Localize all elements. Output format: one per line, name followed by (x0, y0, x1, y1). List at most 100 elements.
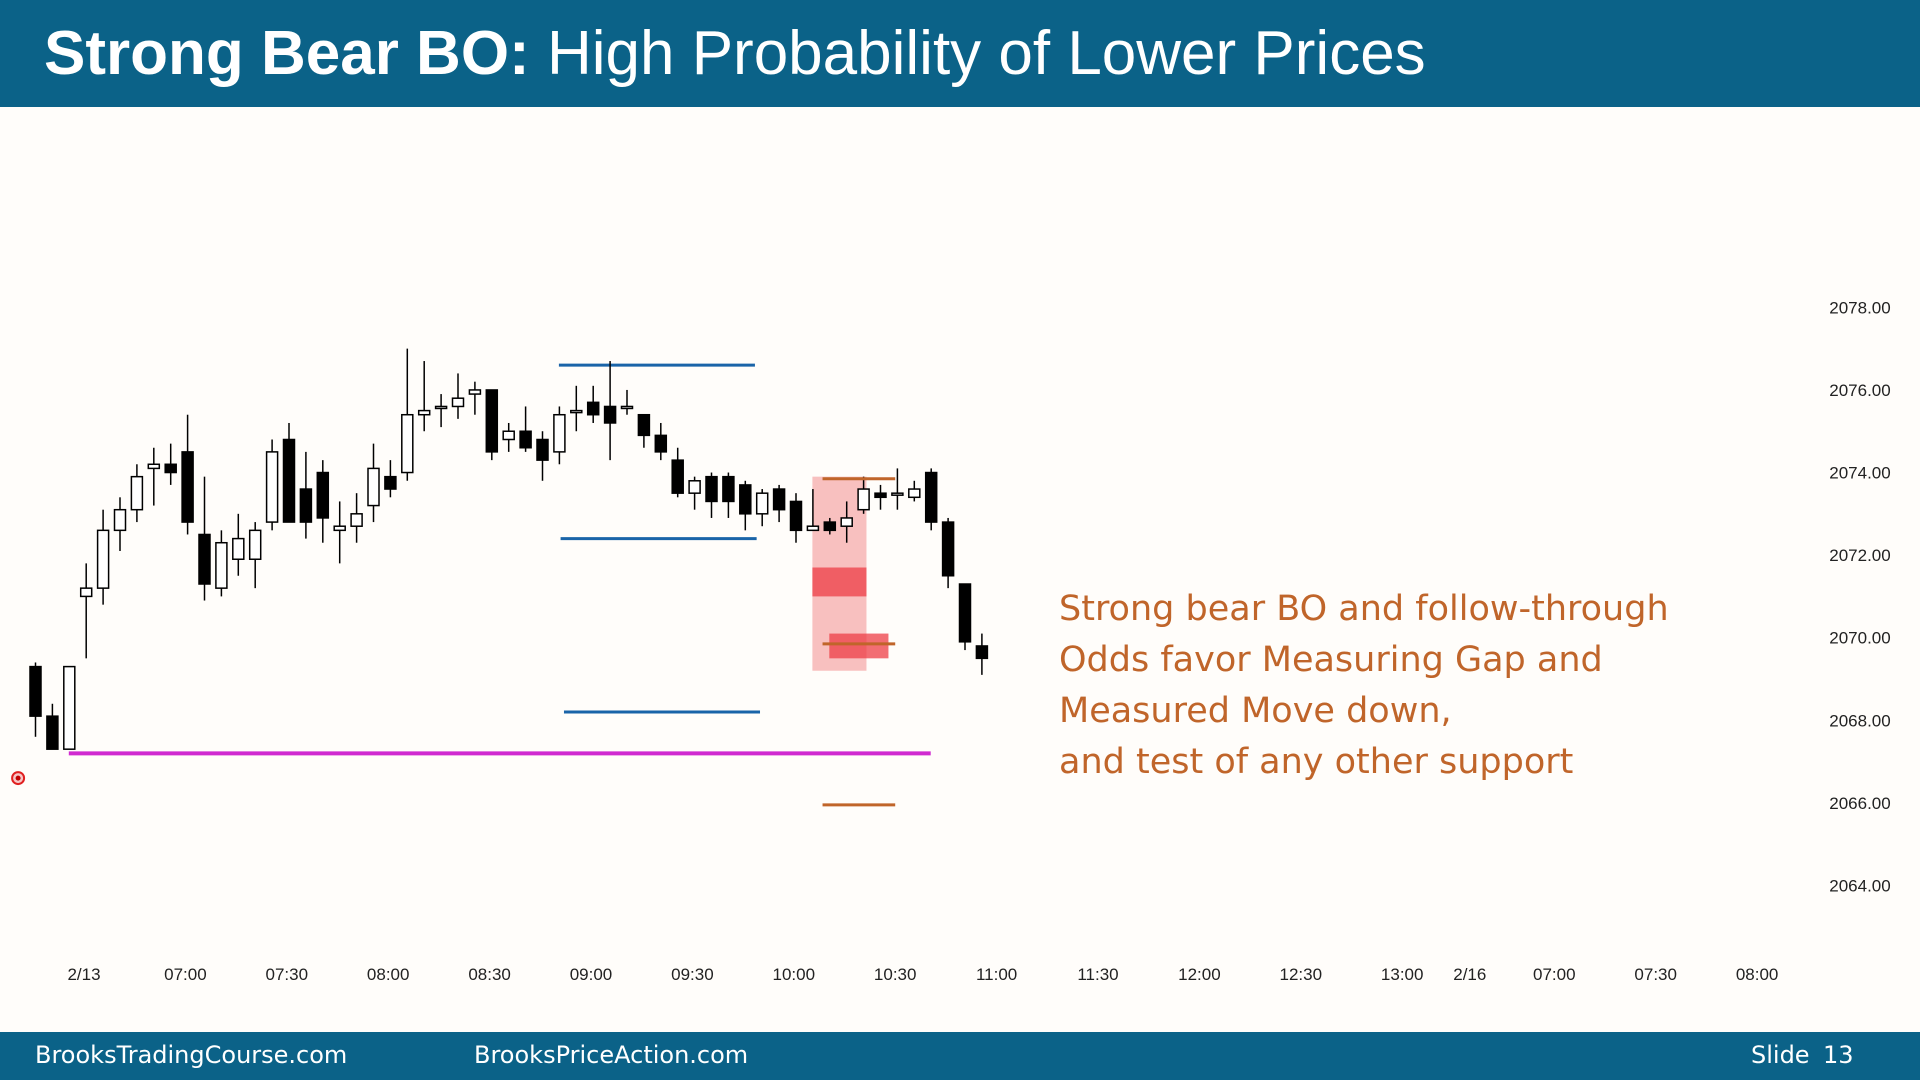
x-tick-label: 12:30 (1280, 965, 1323, 984)
measuring-gap-box (812, 567, 867, 597)
bull-candle (434, 405, 448, 410)
x-tick-label: 09:30 (671, 965, 714, 984)
footer-site-1[interactable]: BrooksTradingCourse.com (35, 1041, 348, 1069)
bear-candle (536, 438, 549, 461)
annotation-line: and test of any other support (1059, 742, 1574, 782)
x-tick-label: 07:00 (1533, 965, 1576, 984)
bear-candle (823, 521, 837, 532)
bull-candle (79, 587, 93, 598)
slide-number: 13 (1823, 1041, 1854, 1069)
bear-candle (181, 451, 194, 523)
x-tick-label: 13:00 (1381, 965, 1424, 984)
title-emphasis: Strong Bear BO: (44, 19, 530, 88)
bull-candle (265, 451, 279, 523)
bear-candle (739, 484, 752, 515)
x-tick-label: 12:00 (1178, 965, 1221, 984)
bear-candle (637, 413, 651, 437)
y-tick-label: 2064.00 (1829, 876, 1890, 895)
footer-site-2[interactable]: BrooksPriceAction.com (474, 1041, 749, 1069)
slide-label: Slide (1751, 1041, 1810, 1069)
bull-candle (333, 525, 346, 532)
bear-candle (586, 401, 600, 416)
bull-candle (570, 409, 583, 414)
bull-candle (248, 529, 262, 560)
chart-annotation: Strong bear BO and follow-through Odds f… (1059, 584, 1669, 788)
bull-candle (401, 413, 414, 474)
bull-candle (755, 492, 769, 515)
bear-candle (29, 665, 42, 717)
bull-candle (857, 488, 870, 511)
bear-candle (772, 488, 786, 511)
x-tick-label: 11:30 (1077, 965, 1118, 984)
bull-candle (130, 475, 144, 511)
bull-candle (96, 529, 110, 589)
bull-candle (553, 413, 566, 453)
bull-candle (367, 467, 380, 507)
bear-candle (789, 500, 803, 532)
bear-candle (282, 438, 296, 523)
annotation-line: Odds favor Measuring Gap and (1059, 640, 1603, 680)
bear-candle (975, 645, 989, 660)
annotation-line: Measured Move down, (1059, 691, 1452, 731)
bear-candle (603, 405, 617, 424)
bull-candle (840, 517, 853, 527)
x-tick-label: 07:30 (266, 965, 309, 984)
bear-candle (924, 471, 938, 523)
bull-candle (63, 665, 76, 750)
x-tick-label: 2/16 (1453, 965, 1486, 984)
bear-candle (722, 475, 735, 503)
annotation-line: Strong bear BO and follow-through (1059, 589, 1669, 629)
x-tick-label: 2/13 (67, 965, 100, 984)
slide-title: Strong Bear BO: High Probability of Lowe… (44, 16, 1426, 92)
y-tick-label: 2074.00 (1829, 464, 1890, 483)
y-tick-label: 2072.00 (1829, 546, 1890, 565)
title-text: High Probability of Lower Prices (546, 19, 1426, 88)
x-tick-label: 11:00 (976, 965, 1017, 984)
bull-candle (891, 492, 904, 496)
bear-candle (654, 434, 668, 453)
bear-candle (958, 583, 972, 643)
price-chart: 2078.00 2076.00 2074.00 2072.00 2070.00 2068.… (11, 298, 1891, 984)
bear-candle (705, 475, 718, 503)
title-bar: Strong Bear BO: High Probability of Lowe… (0, 0, 1920, 107)
bear-candle (671, 459, 684, 494)
bull-candle (688, 480, 701, 494)
bear-candle (519, 430, 532, 449)
bull-candle (350, 513, 363, 527)
x-tick-label: 10:30 (874, 965, 917, 984)
bull-candle (417, 409, 431, 416)
measuring-gap-box (829, 633, 889, 659)
bear-candle (941, 521, 955, 577)
bear-candle (299, 488, 313, 523)
bear-candle (46, 715, 59, 750)
x-tick-label: 08:00 (367, 965, 410, 984)
x-tick-label: 07:30 (1634, 965, 1677, 984)
bull-candle (806, 525, 820, 532)
y-tick-label: 2068.00 (1829, 711, 1890, 730)
y-tick-label: 2070.00 (1829, 629, 1890, 648)
bear-candle (316, 471, 330, 519)
bull-candle (468, 389, 482, 395)
bull-candle (620, 405, 634, 410)
bear-candle (485, 389, 499, 453)
bull-candle (908, 488, 921, 499)
bull-candle (502, 430, 515, 441)
y-tick-label: 2078.00 (1829, 298, 1890, 317)
bear-candle (164, 463, 177, 474)
bull-candle (232, 537, 245, 560)
x-tick-label: 07:00 (164, 965, 207, 984)
x-tick-label: 08:00 (1736, 965, 1779, 984)
bull-candle (113, 508, 127, 532)
y-tick-label: 2076.00 (1829, 381, 1890, 400)
bull-candle (451, 397, 465, 408)
bear-candle (198, 533, 211, 585)
bear-candle (874, 492, 887, 499)
x-tick-label: 08:30 (468, 965, 511, 984)
x-tick-label: 10:00 (773, 965, 816, 984)
footer-bar: BrooksTradingCourse.com BrooksPriceActio… (0, 1032, 1920, 1080)
bull-candle (147, 463, 161, 470)
bear-candle (384, 475, 397, 490)
bull-candle (215, 541, 228, 589)
cursor-marker-dot (15, 775, 21, 781)
y-tick-label: 2066.00 (1829, 794, 1890, 813)
